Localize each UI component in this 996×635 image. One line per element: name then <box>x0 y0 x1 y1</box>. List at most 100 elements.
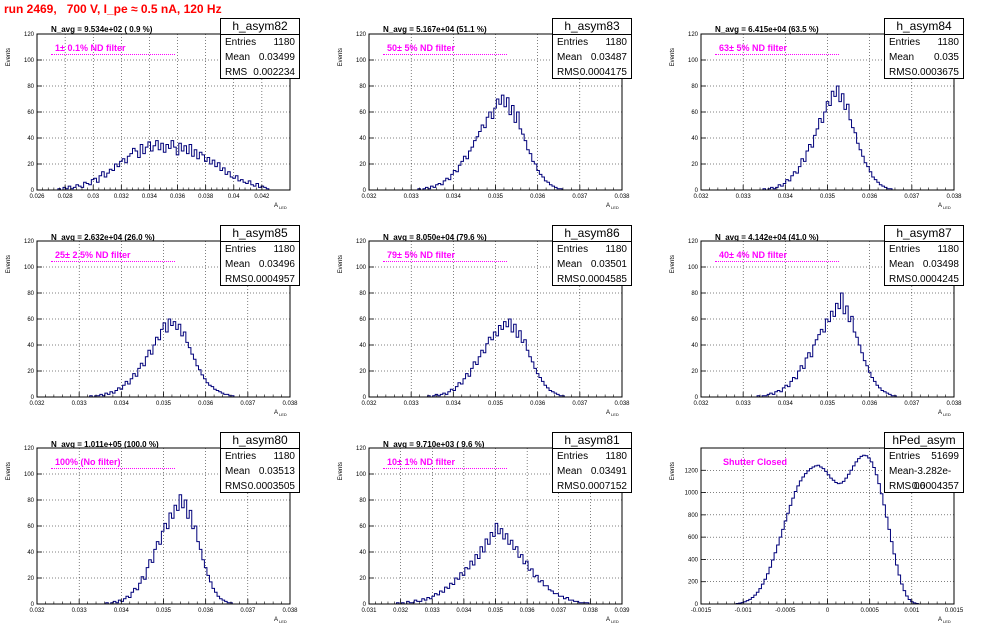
x-tick-label: 0.035 <box>156 401 172 407</box>
filter-dotted-leader <box>715 261 839 262</box>
stats-row-entries: Entries 1180 <box>885 242 963 257</box>
y-tick-label: 120 <box>356 446 367 452</box>
histogram-panel-h_asym84: 0.032 0.033 0.034 0.035 0.036 0.037 0.038 0 20 40… <box>664 14 996 221</box>
y-tick-label: 100 <box>688 58 699 64</box>
navg-label: N_avg = 1.011e+05 (100.0 %) <box>51 440 159 449</box>
x-axis-title-subscript: LED <box>943 412 951 417</box>
stats-value: 1180 <box>605 451 627 462</box>
stats-key: Mean <box>557 259 583 270</box>
stats-value: 0.0004957 <box>247 274 295 285</box>
stats-box: hPed_asym Entries 51699 Mean -3.282e-06 RMS 0.… <box>884 432 964 493</box>
x-tick-label: -0.0015 <box>691 608 712 614</box>
stats-value: 0.03487 <box>590 52 627 63</box>
stats-key: Mean <box>889 466 915 477</box>
stats-row-entries: Entries 1180 <box>553 35 631 50</box>
x-axis-title-subscript: LED <box>279 205 287 210</box>
y-tick-label: 400 <box>688 557 699 563</box>
x-tick-label: 0.038 <box>946 401 962 407</box>
stats-row-entries: Entries 51699 <box>885 449 963 464</box>
navg-label: N_avg = 2.632e+04 (26.0 %) <box>51 233 155 242</box>
stats-row-mean: Mean 0.03487 <box>553 50 631 65</box>
y-axis-title: Events <box>670 255 676 273</box>
y-tick-label: 20 <box>691 162 698 168</box>
stats-row-mean: Mean 0.03499 <box>221 50 299 65</box>
x-axis-title: A <box>938 410 942 416</box>
y-tick-label: 0 <box>31 188 35 194</box>
stats-value: 1180 <box>273 451 295 462</box>
y-tick-label: 120 <box>688 32 699 38</box>
y-tick-label: 80 <box>359 498 366 504</box>
x-tick-label: 0.028 <box>58 194 74 200</box>
histogram-svg: 0.032 0.033 0.034 0.035 0.036 0.037 0.038 0 20 40… <box>338 239 630 417</box>
histogram-name: h_asym81 <box>553 433 631 449</box>
histogram-line <box>735 454 919 604</box>
y-tick-label: 80 <box>691 291 698 297</box>
y-axis-title: Events <box>338 48 344 66</box>
stats-row-entries: Entries 1180 <box>221 35 299 50</box>
x-axis-title: A <box>938 617 942 623</box>
y-tick-label: 120 <box>24 32 35 38</box>
stats-row-entries: Entries 1180 <box>221 449 299 464</box>
x-tick-label: 0.038 <box>614 194 630 200</box>
x-tick-label: 0.033 <box>72 608 88 614</box>
grid-lines <box>368 240 623 398</box>
histogram-name: h_asym86 <box>553 226 631 242</box>
stats-box: h_asym85 Entries 1180 Mean 0.03496 RMS 0.00049… <box>220 225 300 286</box>
stats-row-entries: Entries 1180 <box>221 242 299 257</box>
x-tick-label: 0.0015 <box>945 608 964 614</box>
y-tick-label: 20 <box>359 576 366 582</box>
y-tick-label: 100 <box>356 472 367 478</box>
x-tick-label: 0.037 <box>240 608 256 614</box>
y-tick-label: 40 <box>27 550 34 556</box>
y-axis-title: Events <box>338 462 344 480</box>
navg-label: N_avg = 6.415e+04 (63.5 %) <box>715 25 819 34</box>
stats-value: 51699 <box>931 451 959 462</box>
y-tick-label: 120 <box>356 239 367 245</box>
histogram-line <box>105 494 233 605</box>
x-tick-label: 0.035 <box>820 194 836 200</box>
stats-box: h_asym82 Entries 1180 Mean 0.03499 RMS 0.00223… <box>220 18 300 79</box>
stats-value: 0.0004585 <box>579 274 627 285</box>
x-tick-label: 0.042 <box>254 194 270 200</box>
x-tick-label: 0.04 <box>228 194 240 200</box>
x-tick-label: 0.035 <box>156 608 172 614</box>
x-tick-label: 0.037 <box>904 401 920 407</box>
x-tick-label: 0.034 <box>456 608 472 614</box>
x-tick-label: 0.038 <box>946 194 962 200</box>
y-tick-label: 100 <box>24 265 35 271</box>
y-tick-label: 20 <box>691 369 698 375</box>
stats-key: RMS <box>557 274 580 285</box>
filter-label: 50± 5% ND filter <box>387 43 455 53</box>
stats-key: RMS <box>557 67 580 78</box>
x-tick-label: 0.034 <box>446 401 462 407</box>
x-tick-label: 0.033 <box>736 401 752 407</box>
stats-row-rms: RMS 0.0003675 <box>885 65 963 80</box>
y-tick-label: 120 <box>356 32 367 38</box>
filter-label: 63± 5% ND filter <box>719 43 787 53</box>
x-tick-label: 0.038 <box>198 194 214 200</box>
x-tick-label: 0.03 <box>87 194 99 200</box>
x-axis-title-subscript: LED <box>279 412 287 417</box>
x-tick-label: 0.038 <box>282 401 298 407</box>
filter-label: 25± 2.5% ND filter <box>55 250 131 260</box>
histogram-panel-h_asym80: 0.032 0.033 0.034 0.035 0.036 0.037 0.038 0 20 40… <box>0 428 332 635</box>
y-tick-label: 20 <box>359 369 366 375</box>
stats-key: Mean <box>557 52 583 63</box>
histogram-name: h_asym83 <box>553 19 631 35</box>
x-axis-title: A <box>606 617 610 623</box>
stats-row-rms: RMS 0.0004957 <box>221 272 299 287</box>
stats-key: RMS <box>557 481 580 492</box>
stats-row-rms: RMS 0.0007152 <box>553 479 631 494</box>
stats-key: Entries <box>889 37 921 48</box>
stats-value: 1180 <box>605 37 627 48</box>
stats-row-rms: RMS 0.0004585 <box>553 272 631 287</box>
stats-value: 0.0007152 <box>579 481 627 492</box>
histogram-line <box>756 292 897 398</box>
y-tick-label: 100 <box>24 58 35 64</box>
histogram-line <box>396 522 590 605</box>
histogram-panel-h_asym86: 0.032 0.033 0.034 0.035 0.036 0.037 0.038 0 20 40… <box>332 221 664 428</box>
x-tick-label: 0.034 <box>778 194 794 200</box>
stats-row-rms: RMS 0.0004175 <box>553 65 631 80</box>
x-tick-label: 0 <box>826 608 830 614</box>
x-tick-label: 0.035 <box>488 608 504 614</box>
